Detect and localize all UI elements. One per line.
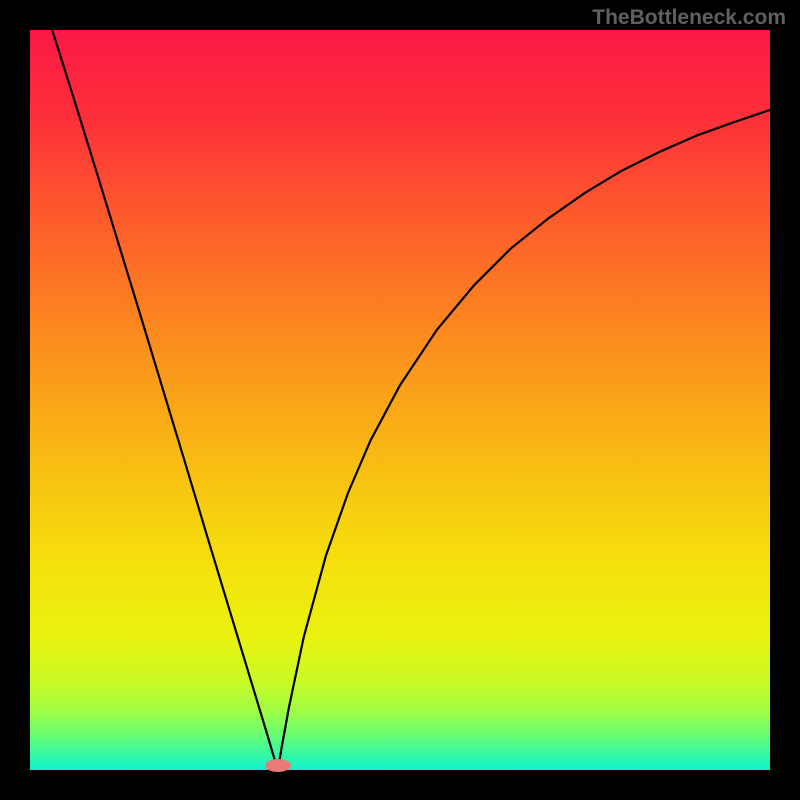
- optimum-marker: [265, 759, 292, 772]
- plot-area: [30, 30, 770, 770]
- watermark-text: TheBottleneck.com: [592, 6, 786, 30]
- bottleneck-curve: [52, 30, 770, 770]
- chart-frame: TheBottleneck.com: [0, 0, 800, 800]
- curve-layer: [30, 30, 770, 770]
